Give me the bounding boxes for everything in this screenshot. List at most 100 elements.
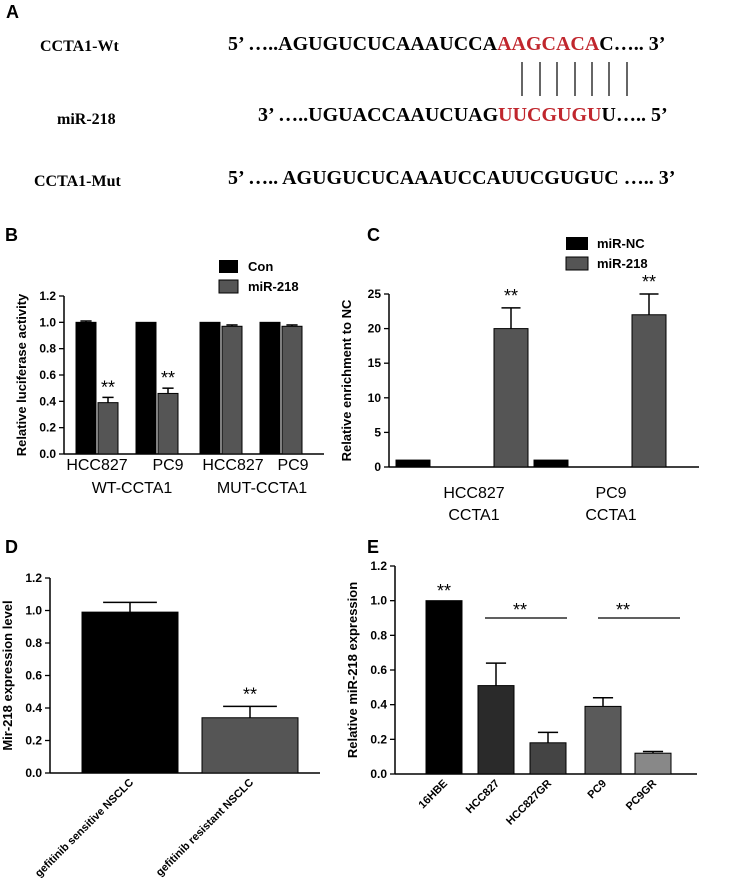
significance-marker: **	[513, 600, 527, 620]
bar	[221, 325, 243, 455]
significance-marker: **	[101, 377, 115, 397]
legend-swatch	[218, 279, 239, 294]
wt-sequence: 5’ …..AGUGUCUCAAAUCCAAAGCACAC….. 3’	[228, 33, 665, 56]
mir-label: miR-218	[57, 111, 116, 128]
y-tick-label: 0.2	[370, 732, 387, 746]
mir-sequence: 3’ …..UGUACCAAUCUAGUUCGUGUU….. 5’	[258, 104, 668, 127]
legend-swatch	[219, 260, 238, 273]
bar	[533, 459, 569, 468]
y-tick-label: 10	[368, 391, 382, 405]
panel-a-letter: A	[6, 2, 19, 22]
x-tick-label: HCC827	[443, 485, 504, 502]
y-tick-label: 1.0	[370, 594, 387, 608]
mut-sequence: 5’ ….. AGUGUCUCAAAUCCAUUCGUGUC ….. 3’	[228, 167, 675, 190]
y-tick-label: 0.0	[25, 766, 42, 780]
x-tick-label: PC9GR	[624, 778, 659, 813]
x-tick-label: PC9	[585, 778, 609, 802]
panel-letter: B	[5, 225, 18, 245]
mir-seed: UUCGUGU	[498, 104, 602, 126]
y-tick-label: 0.6	[39, 368, 56, 382]
group-label: WT-CCTA1	[92, 480, 173, 497]
y-tick-label: 0.4	[25, 701, 42, 715]
legend-label: miR-218	[597, 256, 648, 271]
x-tick-label: HCC827GR	[504, 778, 554, 828]
significance-marker: **	[642, 272, 656, 292]
y-tick-label: 15	[368, 356, 382, 370]
bar	[477, 685, 515, 775]
x-tick-label: PC9	[595, 485, 626, 502]
mut-text: 5’ ….. AGUGUCUCAAAUCCAUUCGUGUC ….. 3’	[228, 167, 676, 189]
bar	[584, 705, 622, 775]
bar	[157, 392, 179, 455]
y-tick-label: 0.0	[39, 447, 56, 461]
y-axis-label: Mir-218 expression level	[0, 600, 15, 750]
mut-label: CCTA1-Mut	[34, 173, 121, 190]
bar	[425, 600, 463, 775]
x-tick-label: PC9	[152, 457, 183, 474]
mir-suffix: U….. 5’	[601, 104, 668, 126]
panel-letter: E	[367, 537, 379, 557]
x-tick-label: CCTA1	[448, 507, 499, 524]
y-tick-label: 0.8	[39, 342, 56, 356]
y-tick-label: 1.0	[39, 315, 56, 329]
legend-label: miR-218	[248, 279, 299, 294]
legend-label: Con	[248, 259, 273, 274]
y-tick-label: 0.6	[370, 663, 387, 677]
bar	[529, 742, 567, 775]
bar	[631, 314, 667, 468]
wt-suffix: C….. 3’	[599, 33, 666, 55]
bar	[75, 321, 97, 455]
wt-label: CCTA1-Wt	[40, 38, 119, 55]
x-tick-label: HCC827	[66, 457, 127, 474]
y-tick-label: 1.0	[25, 604, 42, 618]
legend-swatch	[566, 237, 588, 250]
x-tick-label: gefitinib resistant NSCLC	[154, 777, 256, 879]
significance-marker: **	[243, 684, 257, 704]
bar	[81, 611, 179, 774]
wt-prefix: 5’ …..AGUGUCUCAAAUCCA	[228, 33, 498, 55]
y-axis-label: Relative enrichment to NC	[339, 299, 354, 461]
y-tick-label: 1.2	[39, 289, 56, 303]
legend-label: miR-NC	[597, 236, 645, 251]
x-tick-label: PC9	[277, 457, 308, 474]
y-tick-label: 5	[374, 425, 381, 439]
y-tick-label: 0.8	[25, 636, 42, 650]
x-tick-label: HCC827	[202, 457, 263, 474]
y-axis-label: Relative miR-218 expression	[345, 582, 360, 758]
legend-swatch	[565, 256, 589, 271]
x-tick-label: gefitinib sensitive NSCLC	[33, 777, 136, 879]
significance-marker: **	[616, 600, 630, 620]
bar	[199, 321, 221, 455]
bar	[395, 459, 431, 468]
y-tick-label: 0.2	[39, 421, 56, 435]
wt-seed: AAGCACA	[497, 33, 600, 55]
y-axis-label: Relative luciferase activity	[14, 293, 29, 456]
y-tick-label: 0.8	[370, 628, 387, 642]
y-tick-label: 0	[374, 460, 381, 474]
panel-letter: D	[5, 537, 18, 557]
significance-marker: **	[504, 286, 518, 306]
bar	[634, 752, 672, 775]
x-tick-label: 16HBE	[417, 778, 451, 812]
y-tick-label: 0.4	[370, 698, 387, 712]
x-tick-label: CCTA1	[585, 507, 636, 524]
y-tick-label: 0.0	[370, 767, 387, 781]
mir-prefix: 3’ …..UGUACCAAUCUAG	[258, 104, 499, 126]
y-tick-label: 1.2	[25, 571, 42, 585]
group-label: MUT-CCTA1	[217, 480, 307, 497]
y-tick-label: 25	[368, 287, 382, 301]
bar	[281, 325, 303, 455]
y-tick-label: 0.4	[39, 394, 56, 408]
y-tick-label: 0.2	[25, 734, 42, 748]
bar	[259, 321, 281, 455]
bar	[97, 402, 119, 455]
bar	[201, 717, 299, 774]
bar	[135, 321, 157, 455]
x-tick-label: HCC827	[464, 778, 502, 816]
bar	[493, 328, 529, 468]
y-tick-label: 1.2	[370, 559, 387, 573]
significance-marker: **	[437, 581, 451, 601]
y-tick-label: 20	[368, 322, 382, 336]
y-tick-label: 0.6	[25, 669, 42, 683]
